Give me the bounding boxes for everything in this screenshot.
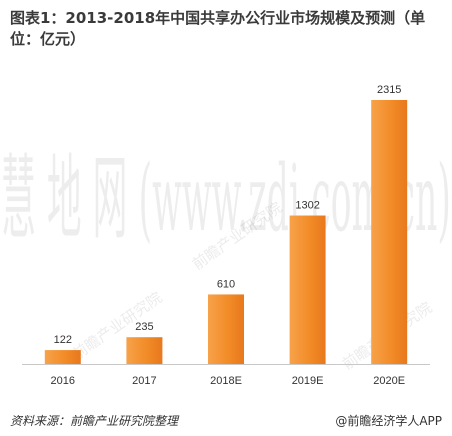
chart-title: 图表1：2013-2018年中国共享办公行业市场规模及预测（单位：亿元） xyxy=(10,9,426,48)
value-label-2020E: 2315 xyxy=(377,84,401,96)
x-tick-label-2017: 2017 xyxy=(132,375,156,387)
bar-2017 xyxy=(126,337,163,364)
x-tick-label-2016: 2016 xyxy=(51,375,75,387)
value-label-2018E: 610 xyxy=(217,278,235,290)
bar-2019E xyxy=(289,215,326,364)
x-tick-label-2018E: 2018E xyxy=(210,375,242,387)
bars-layer: 122 235 610 1302 2315 xyxy=(44,84,408,364)
bar-2018E xyxy=(208,294,244,364)
x-tick-label-2020E: 2020E xyxy=(373,375,405,387)
value-label-2019E: 1302 xyxy=(295,200,319,212)
x-tick-labels: 2016 2017 2018E 2019E 2020E xyxy=(51,375,406,387)
x-tick-label-2019E: 2019E xyxy=(292,375,324,387)
brand-credit: @前瞻经济学人APP xyxy=(335,414,442,428)
value-label-2017: 235 xyxy=(135,321,153,333)
bar-2016 xyxy=(44,350,81,364)
source-note: 资料来源：前瞻产业研究院整理 xyxy=(10,414,179,428)
value-label-2016: 122 xyxy=(54,334,72,346)
bar-2020E xyxy=(371,100,408,364)
